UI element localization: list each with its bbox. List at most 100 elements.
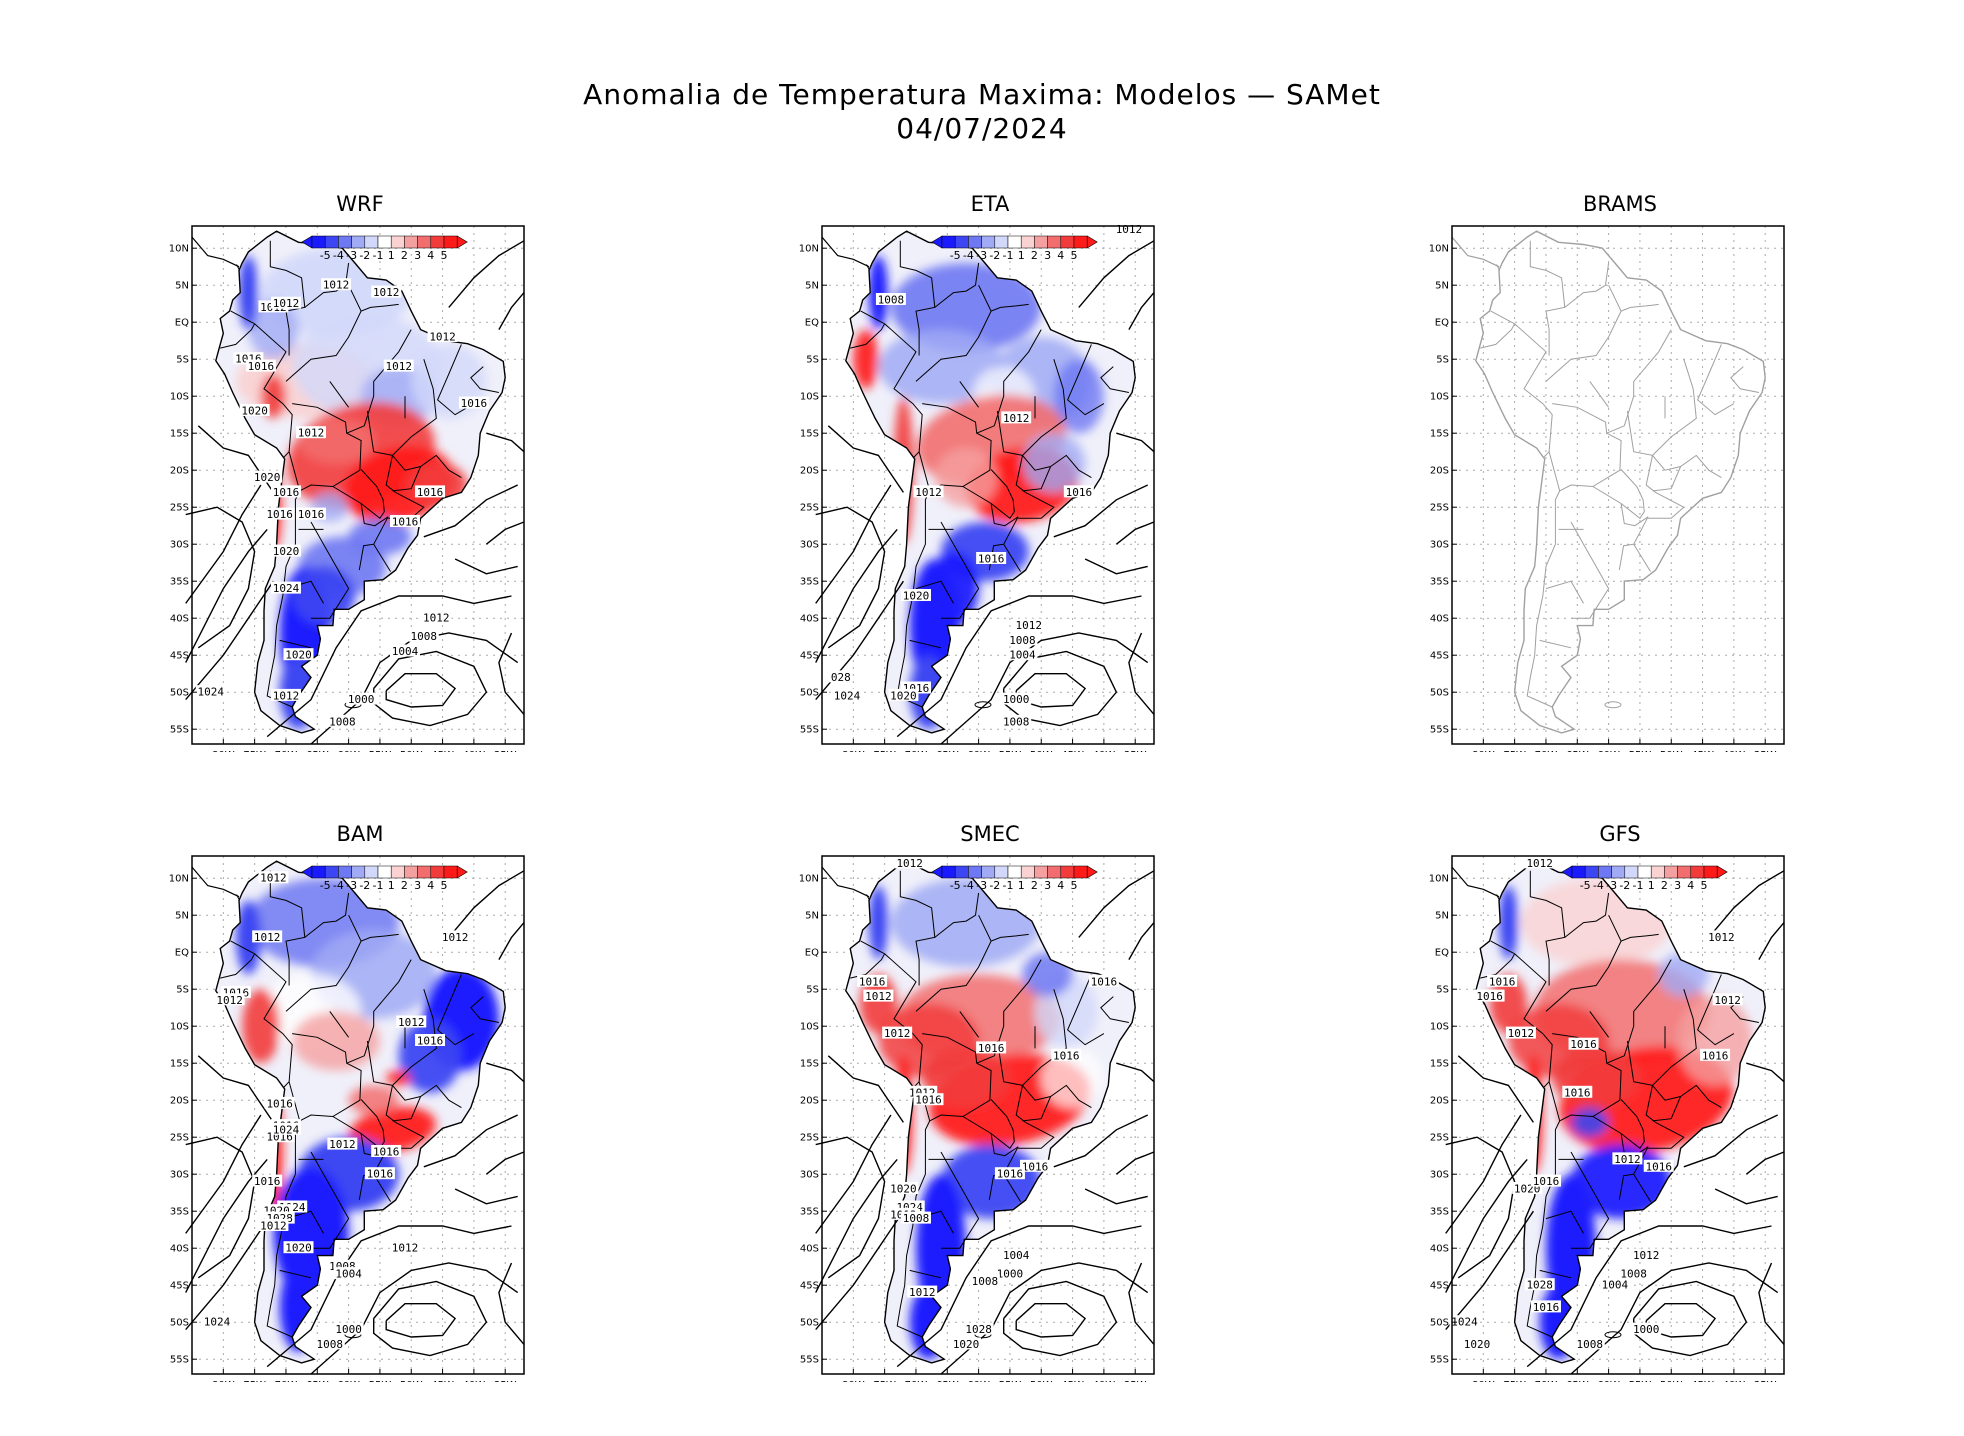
lon-label: 80W (1472, 1380, 1495, 1382)
colorbar-segment (1034, 865, 1048, 879)
border-line (1022, 1084, 1092, 1109)
isobar-label-bg (1474, 989, 1505, 1002)
isobar-label: 1016 (1489, 975, 1516, 988)
lat-label: EQ (805, 948, 819, 959)
border-line (1633, 1173, 1652, 1202)
colorbar-segment (941, 235, 956, 249)
isobar-label-bg (1700, 1048, 1731, 1061)
isobar-label: 1012 (385, 360, 412, 373)
lat-label: 5S (1436, 355, 1449, 366)
isobar-label-bg (245, 359, 276, 372)
isobar-line (815, 484, 892, 604)
isobar-label: 1016 (1066, 486, 1093, 499)
lat-label: 40S (170, 614, 189, 625)
lon-label: 65W (306, 750, 329, 752)
border-line (1608, 914, 1659, 942)
isobar-label: 1012 (1614, 1153, 1641, 1166)
isobar-label: 1024 (204, 1316, 231, 1329)
colorbar-segment (1073, 235, 1088, 249)
colorbar-segment (1664, 865, 1678, 879)
border-line (1514, 953, 1553, 1088)
isobar-line (1445, 1158, 1528, 1293)
isobar-label-bg (408, 629, 439, 642)
isobar-label: 1016 (367, 1168, 394, 1181)
border-line (850, 323, 886, 349)
isobar-label: 1024 (834, 689, 861, 702)
lon-label: 60W (337, 750, 360, 752)
lat-label: 5S (1436, 985, 1449, 996)
colorbar-segment (1637, 865, 1652, 879)
isobar-label-bg (389, 515, 420, 527)
lat-label: 20S (800, 466, 819, 477)
lon-label: 55W (1629, 750, 1652, 752)
borders (1480, 240, 1759, 708)
border-line (1589, 1011, 1610, 1038)
colorbar-label: -4 (963, 249, 974, 262)
isobar-label: 1024 (273, 1123, 300, 1136)
plot-frame (191, 855, 525, 1375)
border-line (940, 521, 980, 619)
isobar-label: 1012 (915, 486, 942, 499)
lat-label: 45S (1430, 651, 1449, 662)
border-line (329, 1011, 350, 1038)
isobar-label: 1020 (241, 405, 268, 418)
border-line (1652, 989, 1697, 1086)
colorbar-segment (981, 235, 996, 249)
border-line (996, 410, 1023, 456)
isobar-line (1015, 1303, 1087, 1338)
colorbar-label: 2 (401, 249, 408, 262)
isobar-label-bg (1449, 1315, 1480, 1328)
lat-label: EQ (1435, 318, 1449, 329)
isobar-label: 1016 (373, 1146, 400, 1159)
border-line (860, 310, 885, 325)
isobar-label-bg (951, 1337, 982, 1350)
lon-label: 65W (306, 1380, 329, 1382)
isobar-label: 1004 (392, 645, 419, 658)
border-line (304, 892, 350, 938)
colorbar-segment (377, 235, 392, 249)
colorbar-label: 4 (1057, 249, 1064, 262)
border-line (1645, 455, 1685, 519)
isobar-label: 1000 (997, 1268, 1024, 1281)
panel-title: SMEC (960, 822, 1020, 846)
lat-label: EQ (1435, 948, 1449, 959)
border-line (1592, 469, 1645, 520)
isobar-label-bg (264, 507, 295, 520)
anomaly-blob (292, 1011, 380, 1071)
border-line (1003, 543, 1022, 572)
isobar-label: 1004 (1009, 649, 1036, 662)
colorbar-segment (404, 235, 418, 249)
anomaly-blob (1677, 996, 1753, 1086)
isobar-label: 1012 (392, 1242, 419, 1255)
isobar-label-bg (907, 1285, 938, 1298)
anomaly-blob (1498, 885, 1518, 960)
border-line (470, 996, 499, 1023)
colorbar-segment (351, 865, 366, 879)
isobar-line (185, 580, 274, 701)
border-line (1606, 959, 1672, 1064)
border-line (1490, 310, 1515, 325)
lon-label: 70W (905, 1380, 928, 1382)
border-line (1564, 892, 1610, 938)
map-eta: 1012 1008 1012 1016 1012 1016 1020 1012 1008 1004… (799, 222, 1155, 752)
isobar-label-bg (346, 692, 377, 705)
lat-label: 5N (1435, 911, 1449, 922)
border-line (279, 639, 312, 649)
isobar-label-bg (252, 930, 283, 943)
border-line (266, 1120, 301, 1338)
isobar-label: 1012 (1526, 857, 1553, 870)
isobar-label-bg (1631, 1248, 1662, 1261)
isobar-label: 1012 (273, 689, 300, 702)
lon-label: 65W (1566, 750, 1589, 752)
isobar-label: 1016 (248, 360, 275, 373)
lon-label: 40W (463, 750, 486, 752)
isobar-label-bg (1574, 1337, 1605, 1350)
lon-label: 55W (999, 750, 1022, 752)
isobar-label-bg (239, 404, 270, 416)
anomaly-blob (1041, 1048, 1104, 1108)
panel-title: BRAMS (1583, 192, 1657, 216)
isobars (815, 240, 1155, 745)
falkland-islands (1604, 1331, 1622, 1339)
lat-label: EQ (175, 948, 189, 959)
isobar-label: 1020 (890, 689, 917, 702)
